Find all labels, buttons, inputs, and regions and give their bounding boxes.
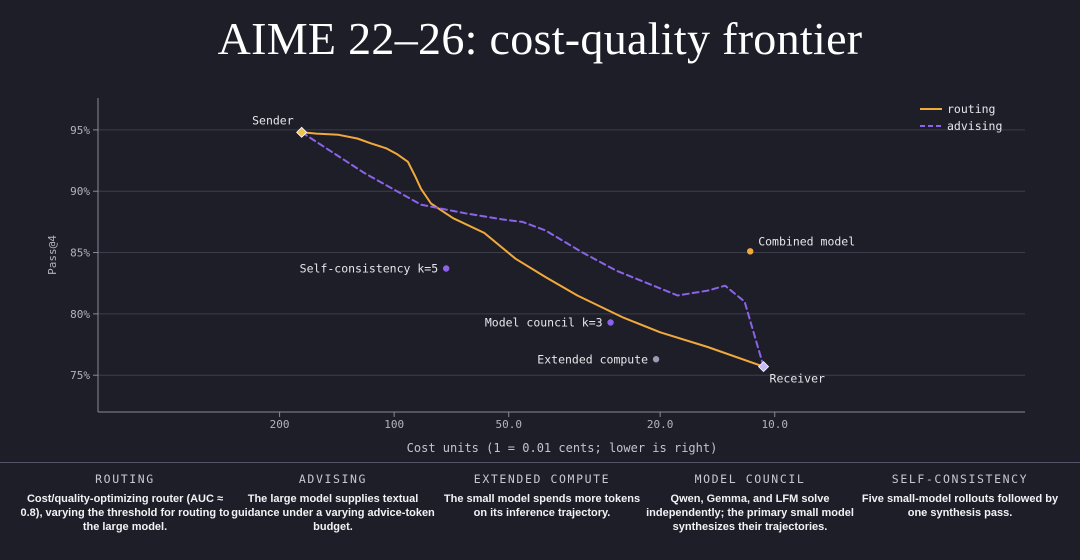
data-point-label: Combined model [758, 234, 855, 248]
series-line-advising [300, 131, 765, 368]
y-tick-label: 85% [70, 247, 90, 260]
x-tick-label: 20.0 [647, 418, 674, 431]
data-point [442, 265, 450, 272]
section-divider [0, 462, 1080, 463]
description-heading: SELF-CONSISTENCY [891, 472, 1029, 486]
description-heading: MODEL COUNCIL [694, 472, 806, 486]
endpoint-marker [757, 361, 770, 373]
y-tick-label: 75% [70, 369, 90, 382]
x-axis-label: Cost units (1 = 0.01 cents; lower is rig… [407, 441, 718, 455]
y-axis-label: Pass@4 [46, 235, 59, 275]
endpoint-label: Receiver [770, 372, 825, 386]
x-tick-label: 100 [384, 418, 404, 431]
x-tick-label: 200 [270, 418, 290, 431]
description-text: Qwen, Gemma, and LFM solve independently… [646, 493, 854, 533]
description-self-consistency: SELF-CONSISTENCY Five small-model rollou… [855, 472, 1065, 520]
legend-label-routing: routing [947, 102, 995, 116]
legend-label-advising: advising [947, 119, 1002, 133]
cost-quality-chart: 75% 80% 85% 90% 95% 200 100 50.0 20.0 10.0 Cost un… [46, 98, 1025, 455]
x-tick-label: 10.0 [761, 418, 788, 431]
data-point-label: Model council k=3 [485, 315, 603, 329]
series-line-routing [300, 131, 765, 368]
y-tick-label: 95% [70, 124, 90, 137]
data-point-label: Self-consistency k=5 [300, 261, 438, 275]
endpoint-label: Sender [252, 113, 294, 127]
description-heading: ADVISING [298, 472, 368, 486]
description-model-council: MODEL COUNCIL Qwen, Gemma, and LFM solve… [645, 472, 855, 534]
description-text: Five small-model rollouts followed by on… [861, 493, 1059, 519]
endpoint-marker [296, 126, 308, 138]
description-text: The large model supplies textual guidanc… [231, 493, 435, 533]
description-routing: ROUTING Cost/quality-optimizing router (… [20, 472, 230, 534]
y-tick-label: 80% [70, 308, 90, 321]
description-text: The small model spends more tokens on it… [443, 493, 641, 519]
y-tick-label: 90% [70, 185, 90, 198]
description-advising: ADVISING The large model supplies textua… [228, 472, 438, 534]
x-tick-label: 50.0 [495, 418, 522, 431]
data-point [652, 356, 660, 363]
data-point [607, 319, 614, 326]
data-point [747, 248, 754, 255]
description-extended-compute: EXTENDED COMPUTE The small model spends … [437, 472, 647, 520]
data-point-label: Extended compute [537, 352, 648, 366]
chart-title: AIME 22–26: cost-quality frontier [217, 13, 863, 64]
description-text: Cost/quality-optimizing router (AUC ≈ 0.… [20, 493, 230, 533]
description-heading: ROUTING [95, 472, 155, 486]
description-heading: EXTENDED COMPUTE [473, 472, 611, 486]
